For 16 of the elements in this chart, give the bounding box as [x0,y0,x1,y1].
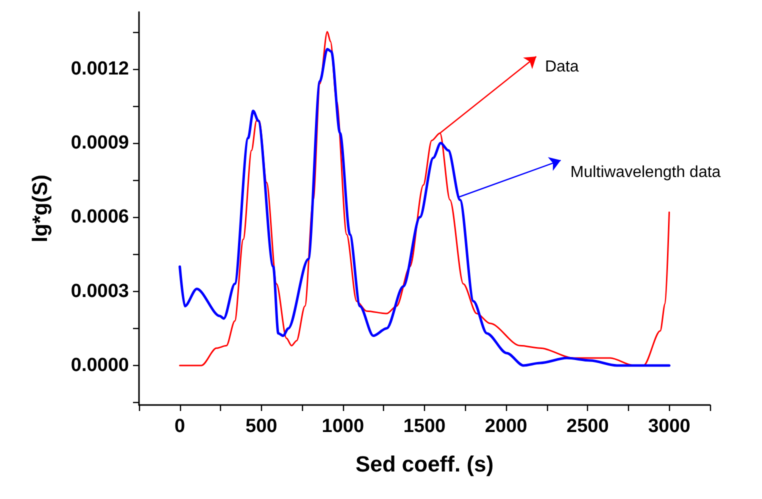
x-tick-label: 500 [246,416,278,437]
x-tick-label: 1000 [322,416,364,437]
annotation: Data [544,58,579,76]
x-axis-title: Sed coeff. (s) [355,452,494,476]
x-tick-label: 2500 [566,416,609,437]
y-tick-label: 0.0009 [70,132,129,154]
y-tick-label: 0.0000 [70,354,129,376]
x-tick-label: 3000 [648,416,690,437]
x-tick-label: 1500 [403,416,446,437]
y-axis-title: lg*g(S) [29,174,52,242]
y-tick-label: 0.0003 [70,280,129,302]
x-tick-label: 2000 [484,416,528,437]
annotation: Multiwavelength data [570,164,721,181]
y-tick-label: 0.0012 [70,58,129,80]
y-tick-label: 0.0006 [70,206,129,228]
x-tick-label: 0 [174,416,186,437]
